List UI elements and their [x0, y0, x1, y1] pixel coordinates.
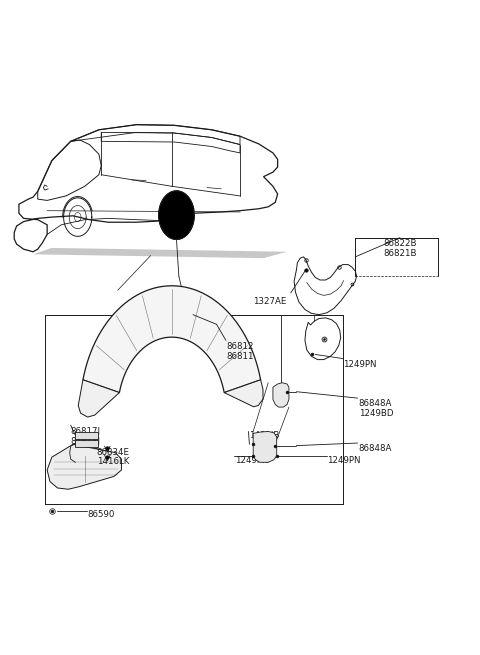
Polygon shape — [78, 380, 120, 417]
Text: 86590: 86590 — [87, 510, 115, 519]
FancyBboxPatch shape — [75, 432, 98, 439]
Text: 86848A: 86848A — [359, 444, 392, 453]
Text: 1416LK: 1416LK — [96, 457, 129, 466]
Polygon shape — [253, 432, 276, 462]
Polygon shape — [33, 248, 287, 258]
Polygon shape — [273, 383, 289, 407]
FancyBboxPatch shape — [75, 440, 98, 447]
Text: 86822B
86821B: 86822B 86821B — [383, 239, 417, 258]
Polygon shape — [47, 444, 121, 489]
Polygon shape — [83, 286, 261, 392]
Text: 86817J
86818J: 86817J 86818J — [71, 427, 101, 447]
Text: 1491JB: 1491JB — [250, 432, 280, 441]
Text: 86812
86811: 86812 86811 — [226, 342, 254, 361]
Text: 1249BD: 1249BD — [359, 409, 393, 418]
Text: 86834E: 86834E — [96, 448, 130, 457]
Text: 1327AE: 1327AE — [253, 297, 286, 306]
Text: 1249PN: 1249PN — [235, 456, 269, 465]
Text: 1249PN: 1249PN — [327, 456, 360, 465]
Polygon shape — [158, 215, 194, 240]
Polygon shape — [224, 380, 263, 407]
Text: 86848A: 86848A — [359, 400, 392, 409]
Polygon shape — [159, 191, 194, 218]
Text: 1249PN: 1249PN — [344, 360, 377, 369]
